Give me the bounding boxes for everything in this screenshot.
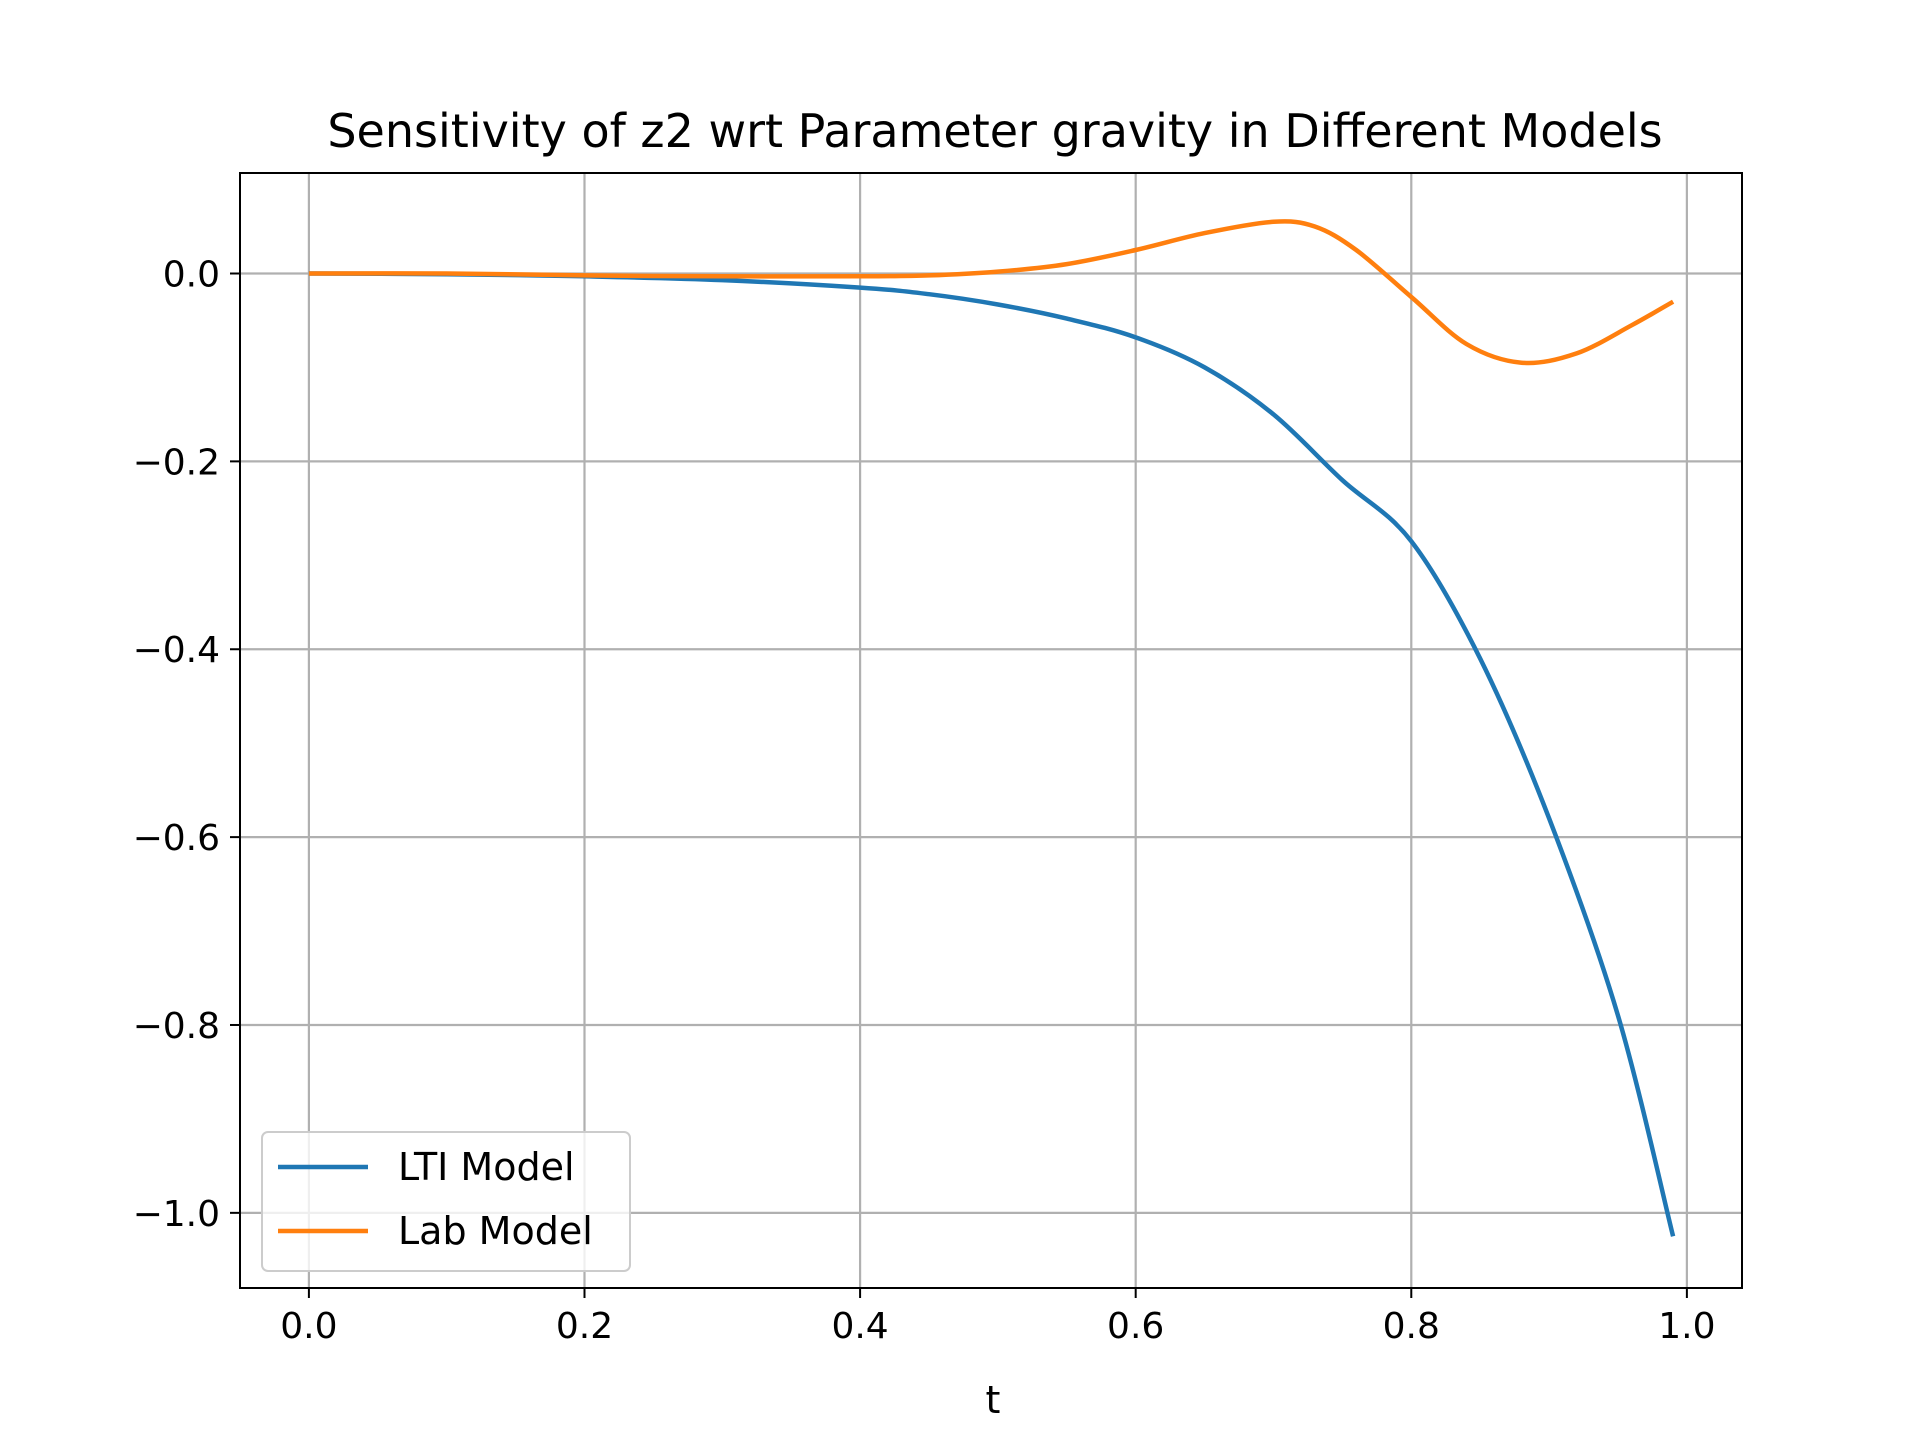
x-tick-label: 1.0 (1658, 1306, 1715, 1347)
chart-title: Sensitivity of z2 wrt Parameter gravity … (327, 104, 1662, 158)
plot-area-background (240, 173, 1742, 1288)
y-tick-label: −0.2 (133, 442, 220, 483)
x-tick-label: 0.2 (556, 1306, 613, 1347)
x-tick-label: 0.0 (280, 1306, 337, 1347)
series-line-lab-model (308, 219, 1675, 366)
series-lines (308, 219, 1676, 1237)
x-axis: 0.0 0.2 0.4 0.6 0.8 1.0 (280, 1288, 1716, 1347)
y-axis: 0.0 −0.2 −0.4 −0.6 −0.8 −1.0 (133, 255, 240, 1235)
y-tick-label: −1.0 (133, 1194, 220, 1235)
x-tick-label: 0.6 (1107, 1306, 1164, 1347)
plot-frame (239, 172, 1743, 1289)
y-tick-label: −0.8 (133, 1006, 220, 1047)
grid (240, 173, 1742, 1288)
y-tick-label: −0.6 (133, 818, 220, 859)
legend-label-lti-model: LTI Model (398, 1145, 575, 1189)
legend: LTI Model Lab Model (261, 1131, 631, 1272)
x-axis-label: t (986, 1378, 1001, 1422)
y-tick-label: 0.0 (163, 255, 220, 296)
legend-label-lab-model: Lab Model (398, 1209, 593, 1253)
y-tick-label: −0.4 (133, 630, 220, 671)
x-tick-label: 0.8 (1383, 1306, 1440, 1347)
x-tick-label: 0.4 (831, 1306, 888, 1347)
